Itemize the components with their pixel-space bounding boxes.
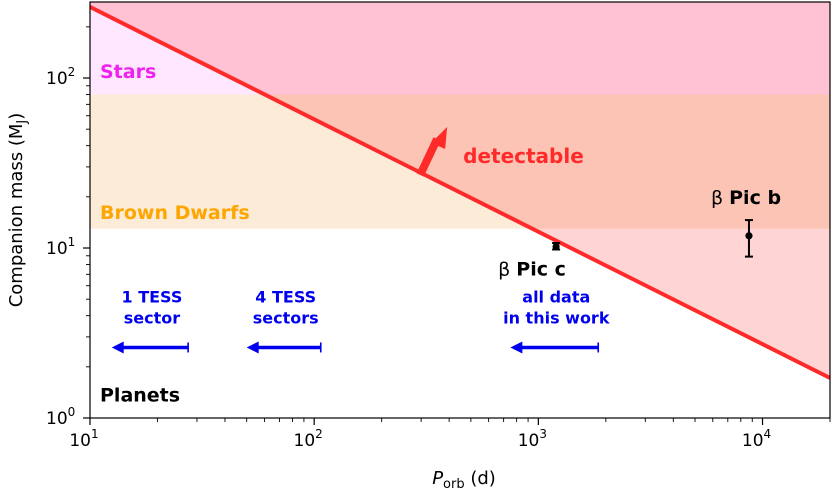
point-pic-b: β Pic b bbox=[711, 187, 781, 258]
region-labels: detectable Stars Brown Dwarfs Planets bbox=[100, 61, 584, 407]
baseline-label-line: sectors bbox=[253, 308, 319, 327]
baseline-label-line: 1 TESS bbox=[121, 287, 182, 306]
x-tick-label: 102 bbox=[294, 427, 323, 451]
x-tick-label: 101 bbox=[69, 427, 98, 451]
baseline-arrowhead bbox=[111, 341, 124, 354]
region-band-stars bbox=[90, 2, 830, 95]
detection-limit bbox=[90, 5, 830, 380]
region-band-brown-dwarfs bbox=[90, 94, 830, 229]
detectable-arrow-shaft bbox=[416, 137, 441, 177]
y-tick-label: 101 bbox=[46, 235, 75, 259]
point-label: β Pic c bbox=[498, 258, 566, 280]
region-label-stars: Stars bbox=[100, 61, 156, 83]
region-label-planets: Planets bbox=[100, 385, 180, 407]
detectable-label: detectable bbox=[463, 144, 584, 168]
baseline-1-tess-sector: 1 TESS sector bbox=[111, 287, 189, 354]
baseline-label-line: 4 TESS bbox=[255, 287, 316, 306]
data-point bbox=[552, 242, 560, 251]
x-tick-label: 104 bbox=[742, 427, 771, 451]
point-label: β Pic b bbox=[711, 187, 781, 209]
data-point bbox=[745, 232, 753, 240]
y-tick-label: 100 bbox=[46, 405, 75, 429]
detection-limit-line bbox=[90, 5, 830, 380]
region-label-brown-dwarfs: Brown Dwarfs bbox=[100, 202, 250, 224]
x-tick-label: 103 bbox=[518, 427, 547, 451]
plot-frame bbox=[89, 1, 831, 419]
baseline-label-line: in this work bbox=[503, 308, 610, 327]
baseline-label-line: all data bbox=[522, 287, 590, 306]
mass-regions bbox=[90, 2, 830, 229]
baseline-arrows: 1 TESS sector 4 TESS sectors all data in this… bbox=[111, 287, 610, 354]
x-axis-label: Porb (d) bbox=[432, 468, 496, 490]
baseline-all-data-in-this-work: all data in this work bbox=[503, 287, 610, 354]
y-tick-label: 102 bbox=[46, 65, 75, 89]
baseline-4-tess-sectors: 4 TESS sectors bbox=[246, 287, 322, 354]
baseline-arrowhead bbox=[510, 341, 523, 354]
baseline-arrowhead bbox=[246, 341, 259, 354]
baseline-label-line: sector bbox=[124, 308, 181, 327]
y-axis-label: Companion mass (MJ) bbox=[6, 113, 30, 308]
point-pic-c: β Pic c bbox=[498, 242, 566, 280]
detectable-arrow-head bbox=[431, 126, 448, 149]
data-points: β Pic b β Pic c bbox=[498, 187, 781, 280]
